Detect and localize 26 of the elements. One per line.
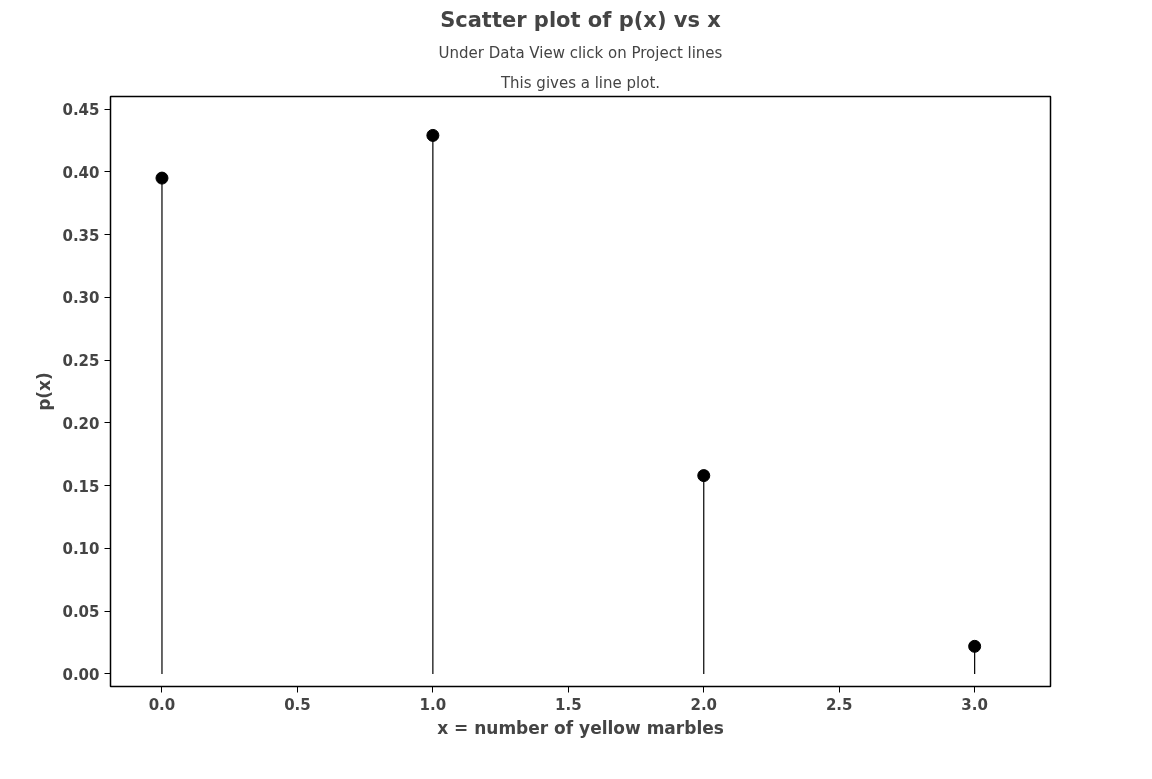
x-tick-label: 0.5 [284, 695, 311, 714]
point [968, 639, 982, 653]
x-tick-label: 3.0 [961, 695, 988, 714]
point [155, 171, 169, 185]
chart-subtitle: Under Data View click on Project lines [438, 43, 723, 62]
x-tick-label: 2.0 [690, 695, 718, 714]
point [426, 128, 440, 142]
y-tick-label: 0.25 [62, 352, 100, 371]
x-tick-label: 1.0 [419, 695, 447, 714]
y-tick-label: 0.10 [62, 540, 100, 559]
y-tick-label: 0.40 [62, 163, 100, 182]
y-tick-label: 0.30 [62, 289, 100, 308]
y-tick-label: 0.00 [62, 665, 100, 684]
x-tick-label: 1.5 [555, 695, 582, 714]
point [697, 469, 711, 483]
x-axis-title: x = number of yellow marbles [437, 717, 724, 738]
y-tick-label: 0.20 [62, 414, 100, 433]
y-tick-label: 0.15 [62, 477, 100, 496]
text: This gives a line plot. [499, 73, 661, 92]
chart-title: Scatter plot of p(x) vs x [440, 7, 722, 32]
y-tick-label: 0.05 [62, 603, 100, 622]
x-tick-label: 2.5 [825, 695, 853, 714]
x-tick-label: 0.0 [148, 695, 176, 714]
y-tick-label: 0.35 [62, 226, 100, 245]
y-tick-label: 0.45 [62, 101, 100, 120]
y-axis-title: p(x) [34, 372, 55, 411]
